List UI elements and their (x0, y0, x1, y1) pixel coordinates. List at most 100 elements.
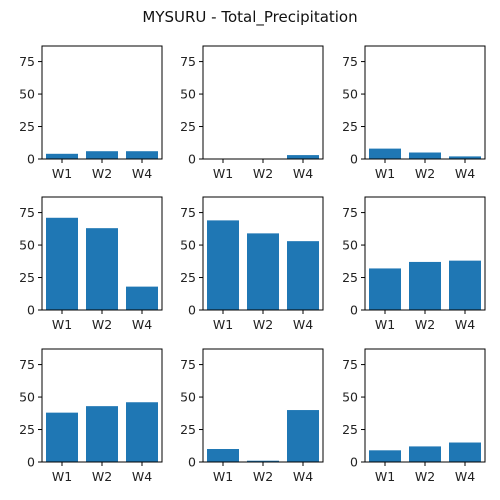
x-tick-label: W1 (52, 469, 72, 484)
x-tick-label: W4 (293, 166, 313, 181)
x-tick-label: W1 (52, 317, 72, 332)
y-tick-label: 75 (19, 54, 35, 69)
x-tick-label: W4 (132, 469, 152, 484)
y-tick-label: 25 (342, 119, 358, 134)
y-tick-label: 50 (180, 238, 196, 253)
x-tick-label: W1 (375, 469, 395, 484)
bar-w2 (409, 446, 441, 462)
axes-frame (202, 45, 324, 160)
bar-w4 (287, 241, 319, 310)
bar-w4 (449, 156, 481, 159)
x-tick-label: W2 (92, 317, 112, 332)
y-tick-label: 75 (19, 357, 35, 372)
bar-w4 (126, 402, 158, 462)
bar-w1 (207, 449, 239, 462)
x-tick-label: W4 (455, 317, 475, 332)
x-tick-label: W1 (213, 469, 233, 484)
x-tick-label: W2 (415, 469, 435, 484)
bar-w2 (247, 233, 279, 310)
y-tick-label: 75 (342, 54, 358, 69)
subplot-1: 0 25 50 75 W1 W2 W4 (19, 45, 163, 181)
y-tick-label: 0 (27, 455, 35, 470)
bar-w4 (287, 155, 319, 159)
bar-w2 (86, 228, 118, 310)
y-tick-label: 0 (350, 455, 358, 470)
bar-w4 (449, 260, 481, 310)
subplot-6: 0 25 50 75 W1 W2 W4 (342, 196, 486, 332)
x-tick-label: W4 (132, 317, 152, 332)
subplot-9: 0 25 50 75 W1 W2 W4 (342, 348, 486, 484)
bar-w1 (369, 268, 401, 310)
y-tick-label: 75 (180, 54, 196, 69)
x-tick-label: W4 (132, 166, 152, 181)
x-tick-label: W4 (455, 166, 475, 181)
y-tick-label: 50 (180, 390, 196, 405)
bar-w1 (46, 153, 78, 159)
x-tick-label: W2 (415, 317, 435, 332)
axes-frame (41, 45, 163, 160)
x-tick-label: W2 (92, 166, 112, 181)
y-tick-label: 75 (19, 205, 35, 220)
x-tick-label: W2 (415, 166, 435, 181)
subplot-4: 0 25 50 75 W1 W2 W4 (19, 196, 163, 332)
y-tick-label: 0 (350, 303, 358, 318)
x-tick-label: W4 (293, 317, 313, 332)
subplot-8: 0 25 50 75 W1 W2 W4 (180, 348, 324, 484)
x-tick-label: W1 (213, 317, 233, 332)
bar-w1 (207, 220, 239, 310)
bar-w4 (126, 286, 158, 310)
y-tick-label: 25 (19, 422, 35, 437)
x-tick-label: W1 (52, 166, 72, 181)
bar-w4 (287, 410, 319, 462)
y-tick-label: 0 (27, 152, 35, 167)
bar-w4 (449, 442, 481, 462)
y-tick-label: 0 (188, 455, 196, 470)
y-tick-label: 25 (180, 422, 196, 437)
x-tick-label: W2 (92, 469, 112, 484)
y-tick-label: 50 (19, 87, 35, 102)
bar-w2 (409, 152, 441, 159)
subplot-2: 0 25 50 75 W1 W2 W4 (180, 45, 324, 181)
y-tick-label: 0 (188, 303, 196, 318)
y-tick-label: 0 (27, 303, 35, 318)
x-tick-label: W2 (253, 469, 273, 484)
bar-w2 (86, 406, 118, 462)
axes-frame (364, 45, 486, 160)
x-tick-label: W1 (375, 317, 395, 332)
y-tick-label: 25 (180, 270, 196, 285)
y-tick-label: 75 (342, 357, 358, 372)
y-tick-label: 75 (180, 205, 196, 220)
y-tick-label: 50 (19, 238, 35, 253)
y-tick-label: 50 (342, 390, 358, 405)
subplot-7: 0 25 50 75 W1 W2 W4 (19, 348, 163, 484)
x-tick-label: W2 (253, 166, 273, 181)
bar-w1 (46, 217, 78, 310)
y-tick-label: 50 (19, 390, 35, 405)
chart-title: MYSURU - Total_Precipitation (142, 8, 357, 27)
y-tick-label: 0 (188, 152, 196, 167)
y-tick-label: 0 (350, 152, 358, 167)
subplot-5: 0 25 50 75 W1 W2 W4 (180, 196, 324, 332)
y-tick-label: 25 (180, 119, 196, 134)
y-tick-label: 50 (180, 87, 196, 102)
bar-w2 (86, 151, 118, 159)
bar-w1 (369, 450, 401, 462)
bar-w1 (369, 148, 401, 159)
x-tick-label: W2 (253, 317, 273, 332)
bar-w2 (247, 460, 279, 462)
y-tick-label: 25 (19, 119, 35, 134)
subplot-3: 0 25 50 75 W1 W2 W4 (342, 45, 486, 181)
y-tick-label: 50 (342, 238, 358, 253)
x-tick-label: W1 (213, 166, 233, 181)
x-tick-label: W1 (375, 166, 395, 181)
bar-w2 (409, 261, 441, 310)
x-tick-label: W4 (455, 469, 475, 484)
x-tick-label: W4 (293, 469, 313, 484)
y-tick-label: 50 (342, 87, 358, 102)
y-tick-label: 25 (342, 270, 358, 285)
bar-w4 (126, 151, 158, 159)
y-tick-label: 75 (180, 357, 196, 372)
y-tick-label: 25 (342, 422, 358, 437)
